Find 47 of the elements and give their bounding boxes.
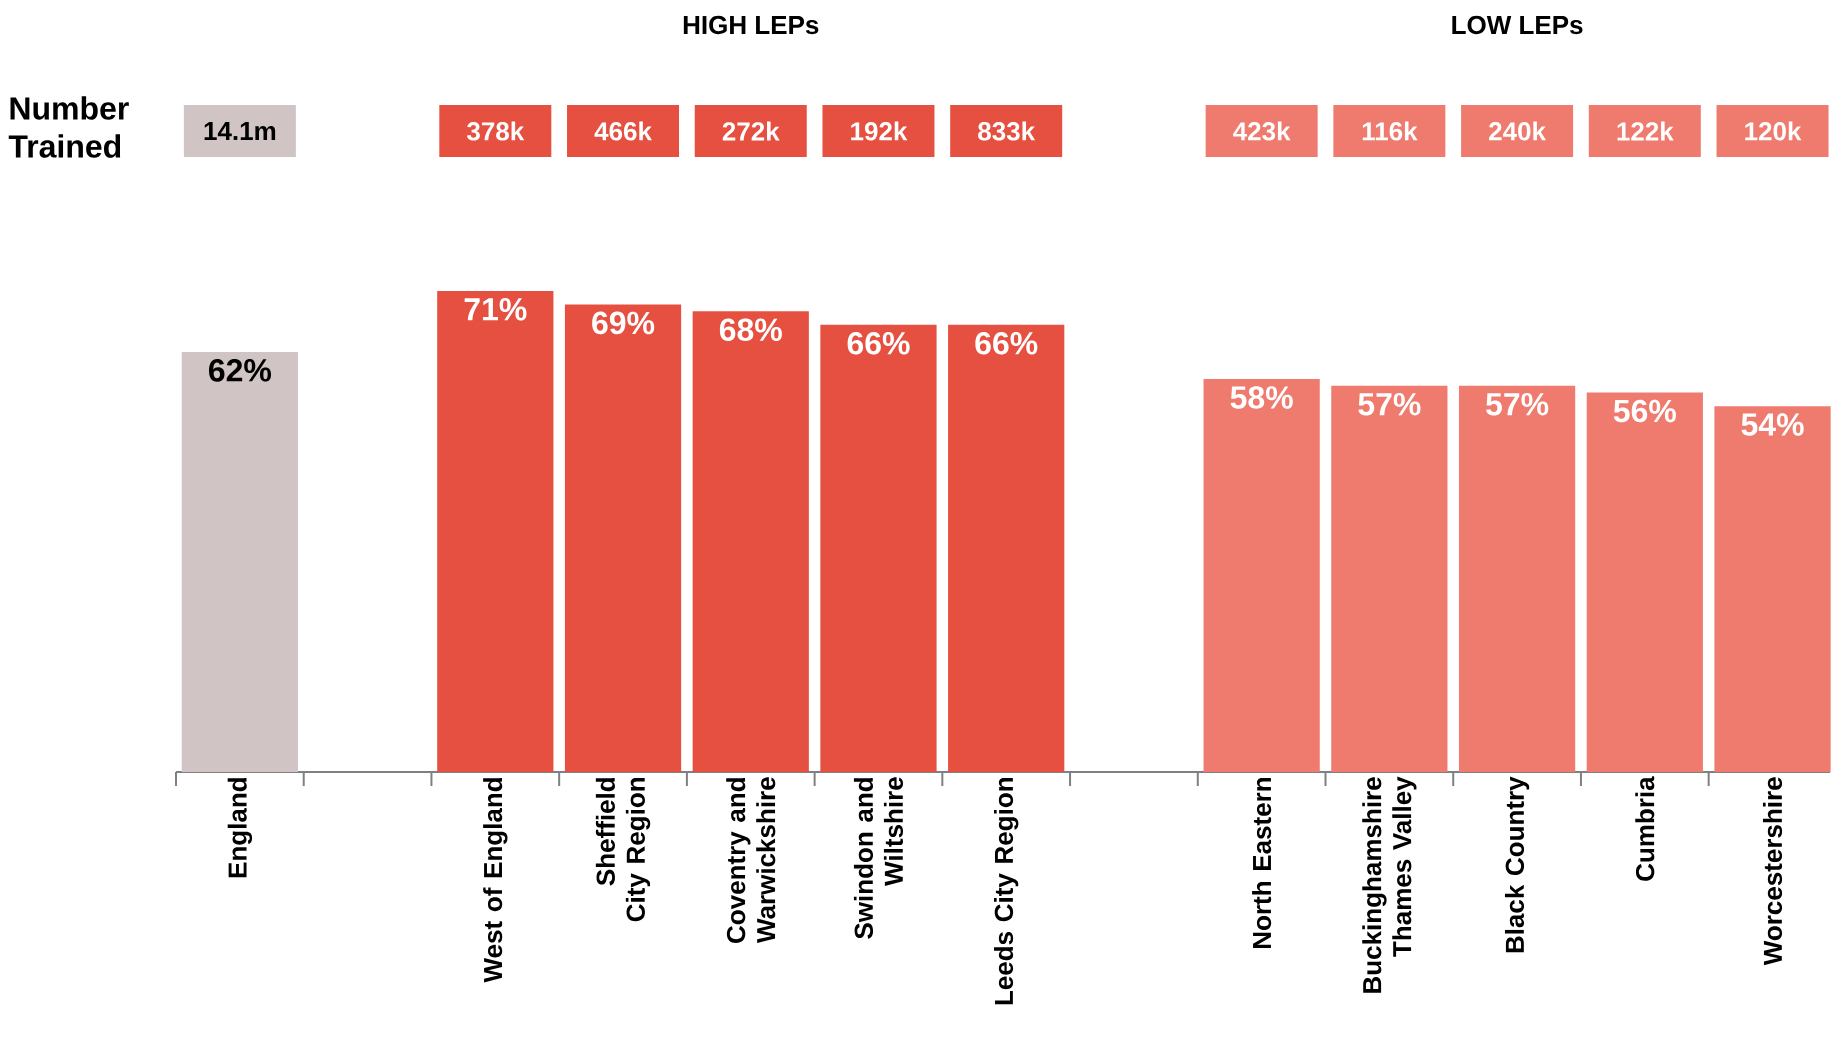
- text: 192k: [851, 121, 908, 141]
- x-tick-label: England: [227, 778, 253, 878]
- bar: [948, 324, 1065, 772]
- data-label: 57%: [1358, 392, 1421, 416]
- text: 378k: [466, 121, 525, 141]
- x-tick-label: Black Country: [1504, 776, 1530, 953]
- bar: [1458, 385, 1576, 772]
- text: 833k: [978, 121, 1036, 141]
- data-label: 58%: [1230, 386, 1293, 409]
- text: 122k: [1617, 121, 1674, 141]
- text: 14.1m: [204, 122, 276, 140]
- text: Number Trained: [8, 96, 129, 158]
- x-tick-label: West of England: [483, 778, 508, 983]
- text: 466k: [594, 121, 652, 141]
- text: HIGH LEPs: [683, 15, 819, 35]
- x-tick-label: Sheffield City Region: [595, 778, 651, 922]
- x-tick-label: Swindon and Wiltshire: [853, 777, 904, 939]
- x-tick-label: Cumbria: [1635, 776, 1655, 881]
- text: 116k: [1362, 121, 1418, 141]
- text: 423k: [1233, 121, 1291, 141]
- x-tick-label: Worcestershire: [1762, 777, 1783, 966]
- text: 272k: [722, 121, 780, 141]
- text: 120k: [1745, 121, 1802, 141]
- data-label: 71%: [464, 298, 527, 321]
- bar: [1203, 379, 1320, 772]
- data-label: 68%: [719, 318, 782, 342]
- x-tick-label: North Eastern: [1252, 778, 1272, 949]
- data-label: 62%: [209, 359, 272, 382]
- text: LOW LEPs: [1452, 15, 1583, 35]
- data-label: 66%: [847, 331, 910, 355]
- data-label: 69%: [592, 311, 655, 335]
- data-label: 57%: [1486, 392, 1549, 416]
- bar: [1586, 392, 1703, 772]
- data-label: 54%: [1741, 413, 1804, 436]
- bar: [1714, 406, 1831, 772]
- x-tick-label: Coventry and Warwickshire: [726, 777, 776, 944]
- bar: [437, 290, 554, 772]
- bar: [692, 311, 809, 772]
- data-label: 56%: [1613, 399, 1676, 423]
- text: 240k: [1489, 121, 1547, 141]
- bar: [564, 304, 682, 772]
- bar: [820, 324, 937, 772]
- data-label: 66%: [975, 331, 1038, 355]
- bar: [1331, 385, 1448, 772]
- bar: [181, 351, 298, 772]
- x-tick-label: Buckinghamshire Thames Valley: [1362, 776, 1417, 993]
- x-tick-label: Leeds City Region: [994, 778, 1019, 1005]
